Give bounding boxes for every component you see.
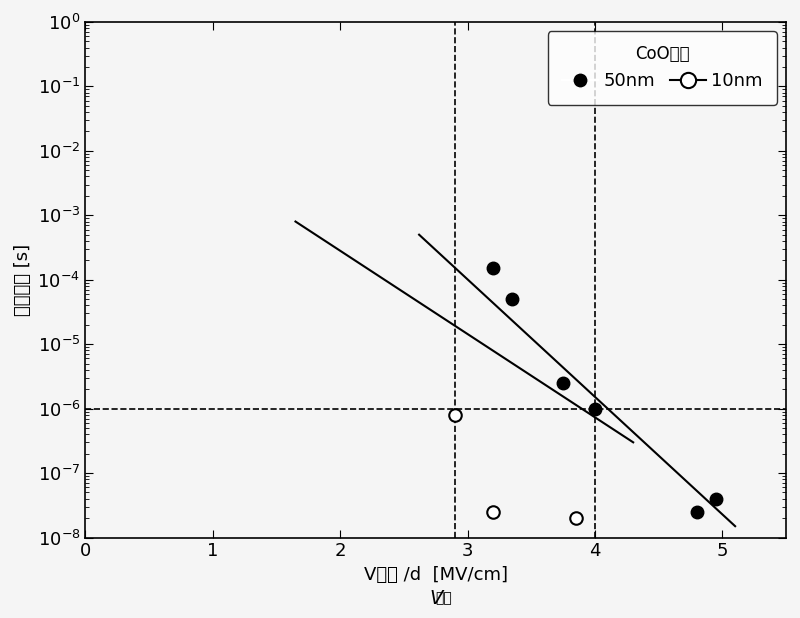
Point [557, 378, 570, 388]
Point [448, 410, 461, 420]
Point [486, 507, 499, 517]
Point [506, 294, 518, 304]
Point [589, 404, 602, 413]
Legend: 50nm, 10nm: 50nm, 10nm [547, 31, 777, 105]
Point [710, 494, 722, 504]
Point [690, 507, 703, 517]
Y-axis label: 成形速度 [s]: 成形速度 [s] [14, 243, 32, 316]
Point [486, 263, 499, 273]
Text: V: V [429, 589, 442, 608]
Text: 成形: 成形 [436, 591, 453, 606]
Point [570, 513, 582, 523]
X-axis label: V成形 /d  [MV/cm]: V成形 /d [MV/cm] [364, 566, 508, 584]
